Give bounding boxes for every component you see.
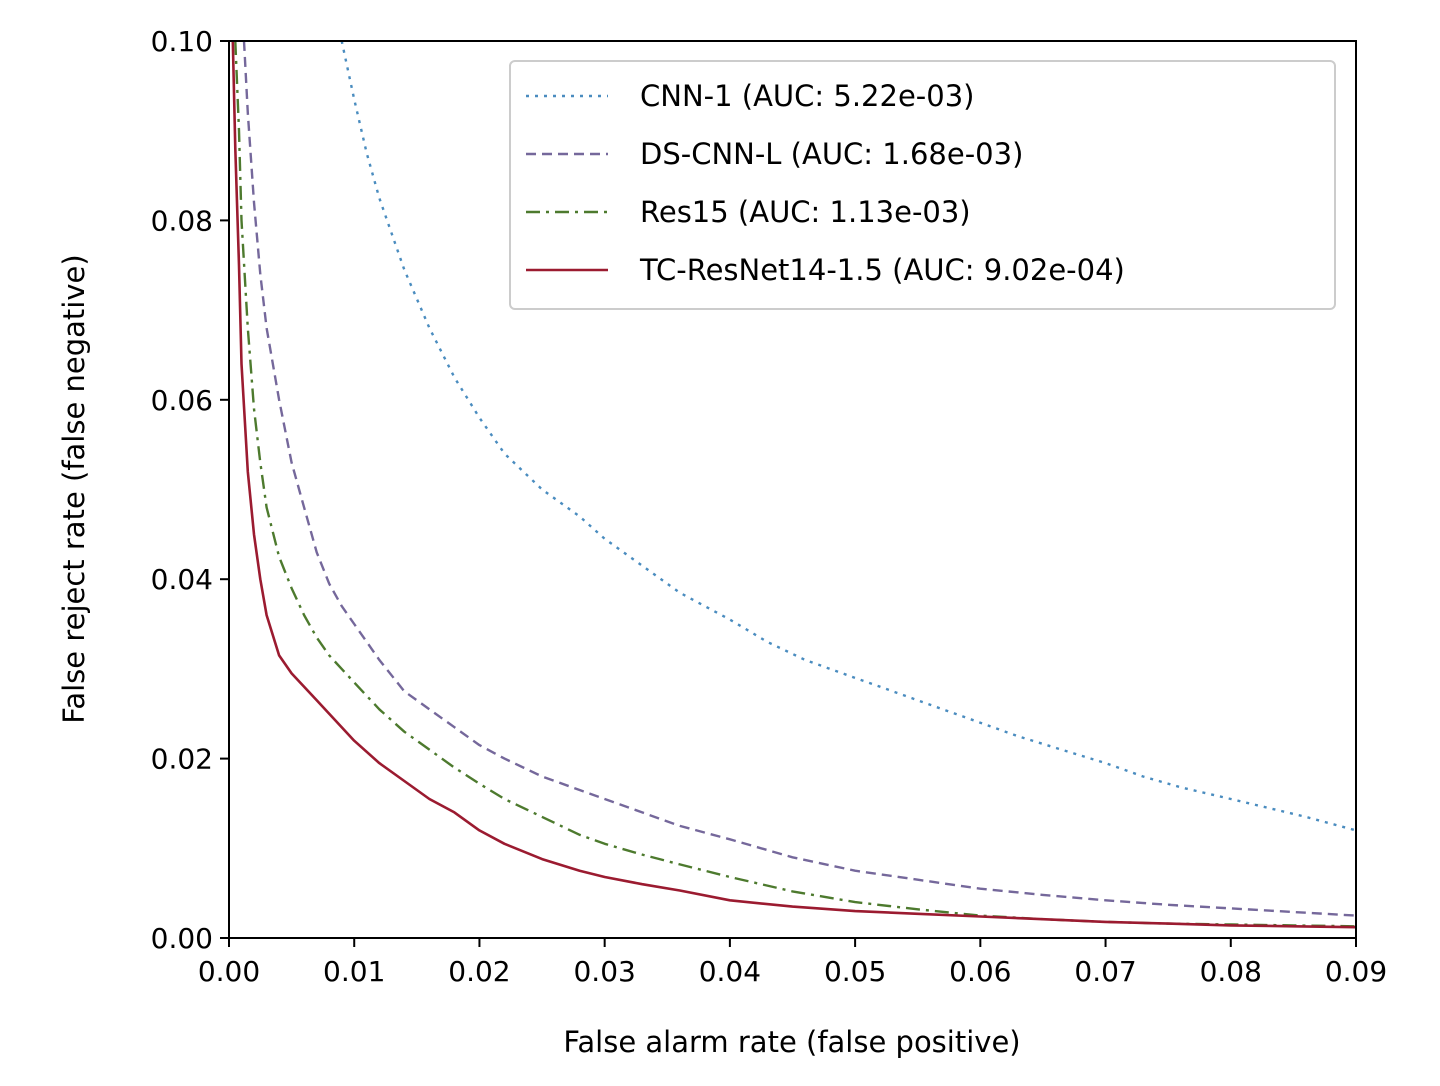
legend-label-3: TC-ResNet14-1.5 (AUC: 9.02e-04) (639, 253, 1125, 287)
x-tick-label: 0.07 (1074, 955, 1136, 988)
x-tick-label: 0.04 (699, 955, 761, 988)
y-tick-label: 0.00 (151, 922, 213, 955)
y-tick-label: 0.02 (151, 743, 213, 776)
x-tick-label: 0.05 (824, 955, 886, 988)
series-line-3 (231, 41, 1356, 929)
y-tick-label: 0.10 (151, 25, 213, 58)
x-axis-label: False alarm rate (false positive) (563, 1025, 1020, 1059)
y-tick-label: 0.06 (151, 384, 213, 417)
y-tick-label: 0.04 (151, 563, 213, 596)
series-line-1 (242, 41, 1356, 917)
x-tick-label: 0.06 (949, 955, 1011, 988)
y-tick-label: 0.08 (151, 204, 213, 237)
x-tick-label: 0.01 (323, 955, 385, 988)
legend: CNN-1 (AUC: 5.22e-03) DS-CNN-L (AUC: 1.68… (509, 60, 1336, 310)
series-line-0 (340, 41, 1356, 832)
plot-frame (228, 40, 1357, 939)
legend-label-0: CNN-1 (AUC: 5.22e-03) (640, 79, 974, 113)
legend-box (509, 60, 1336, 310)
series-line-2 (234, 41, 1356, 928)
x-tick-label: 0.08 (1200, 955, 1262, 988)
legend-label-1: DS-CNN-L (AUC: 1.68e-03) (640, 137, 1023, 171)
y-axis-label: False reject rate (false negative) (57, 254, 91, 723)
x-tick-label: 0.09 (1325, 955, 1387, 988)
x-tick-label: 0.02 (448, 955, 510, 988)
x-tick-label: 0.03 (573, 955, 635, 988)
x-tick-label: 0.00 (198, 955, 260, 988)
legend-label-2: Res15 (AUC: 1.13e-03) (640, 195, 971, 229)
